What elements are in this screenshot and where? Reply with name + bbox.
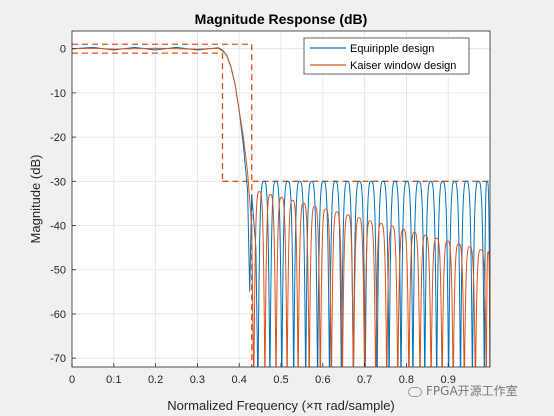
y-tick-label: -30 (50, 176, 66, 188)
x-tick-label: 0.2 (148, 374, 163, 386)
y-tick-label: -50 (50, 265, 66, 277)
chart-title: Magnitude Response (dB) (195, 11, 368, 27)
x-tick-label: 0.3 (190, 374, 205, 386)
x-tick-label: 0.5 (273, 374, 288, 386)
x-axis-label: Normalized Frequency (×π rad/sample) (167, 398, 395, 413)
x-tick-label: 0 (69, 374, 75, 386)
x-tick-label: 0.9 (441, 374, 456, 386)
series-line-kaiser (72, 47, 490, 367)
series-line-equiripple (72, 46, 490, 367)
legend-label-equiripple: Equiripple design (350, 43, 434, 55)
y-axis-label: Magnitude (dB) (28, 155, 43, 244)
watermark: FPGA开源工作室 (408, 382, 518, 399)
legend: Equiripple design Kaiser window design (303, 37, 470, 75)
x-tick-label: 0.1 (106, 374, 121, 386)
y-tick-label: -10 (50, 88, 66, 100)
legend-label-kaiser: Kaiser window design (350, 60, 456, 72)
y-tick-label: -70 (50, 353, 66, 365)
y-tick-label: 0 (60, 44, 66, 56)
x-tick-label: 0.4 (232, 374, 247, 386)
series-lines (72, 46, 490, 367)
axis-ticks: 0 0.1 0.2 0.3 0.4 0.5 0.6 0.7 0.8 0.9 0 -10 -20 -30 -4… (50, 44, 456, 386)
x-tick-label: 0.8 (399, 374, 414, 386)
y-tick-label: -60 (50, 309, 66, 321)
x-tick-label: 0.6 (315, 374, 330, 386)
y-tick-label: -20 (50, 132, 66, 144)
wechat-icon (408, 386, 422, 397)
y-tick-label: -40 (50, 221, 66, 233)
x-tick-label: 0.7 (357, 374, 372, 386)
